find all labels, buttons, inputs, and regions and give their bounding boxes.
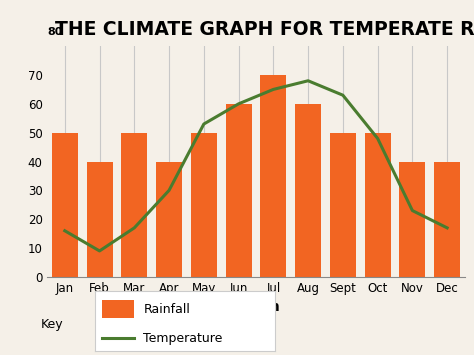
Bar [434,162,460,277]
Bar [226,104,252,277]
Bar [191,133,217,277]
Bar [295,104,321,277]
Bar [399,162,426,277]
FancyBboxPatch shape [102,300,135,318]
Text: THE CLIMATE GRAPH FOR TEMPERATE RAINFOREST: THE CLIMATE GRAPH FOR TEMPERATE RAINFORE… [55,20,474,39]
Bar [365,133,391,277]
Text: Rainfall: Rainfall [144,303,190,316]
Bar [121,133,147,277]
X-axis label: Month: Month [231,300,281,314]
Text: Key: Key [40,318,63,331]
Bar [86,162,112,277]
Text: Temperature: Temperature [144,332,223,345]
Bar [52,133,78,277]
Text: 80: 80 [47,27,63,37]
Bar [156,162,182,277]
Bar [330,133,356,277]
Bar [260,75,286,277]
